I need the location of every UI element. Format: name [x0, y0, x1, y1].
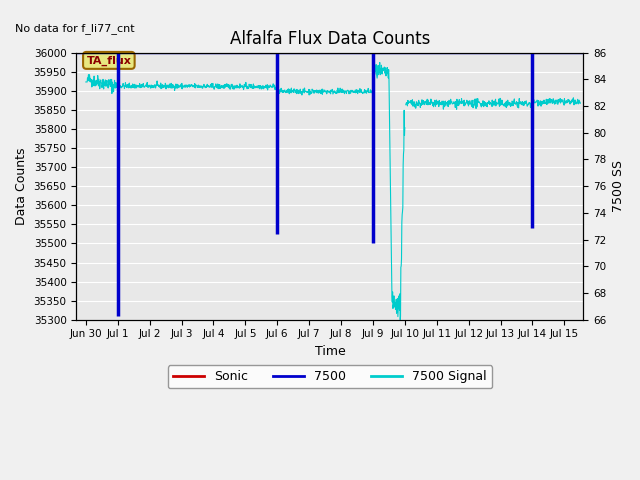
- X-axis label: Time: Time: [314, 345, 345, 358]
- Y-axis label: 7500 SS: 7500 SS: [612, 160, 625, 212]
- Legend: Sonic, 7500, 7500 Signal: Sonic, 7500, 7500 Signal: [168, 365, 492, 388]
- Y-axis label: Data Counts: Data Counts: [15, 147, 28, 225]
- Text: No data for f_li77_cnt: No data for f_li77_cnt: [15, 23, 135, 34]
- Title: Alfalfa Flux Data Counts: Alfalfa Flux Data Counts: [230, 30, 430, 48]
- Text: TA_flux: TA_flux: [86, 55, 131, 66]
